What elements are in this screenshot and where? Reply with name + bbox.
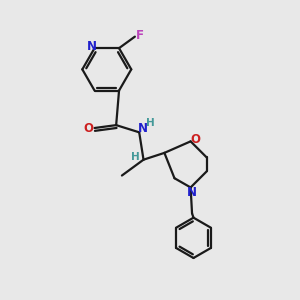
Text: O: O xyxy=(83,122,93,134)
Text: F: F xyxy=(136,29,144,42)
Text: N: N xyxy=(138,122,148,135)
Text: N: N xyxy=(87,40,97,53)
Text: H: H xyxy=(146,118,154,128)
Text: H: H xyxy=(130,152,139,162)
Text: O: O xyxy=(191,133,201,146)
Text: N: N xyxy=(187,186,197,199)
